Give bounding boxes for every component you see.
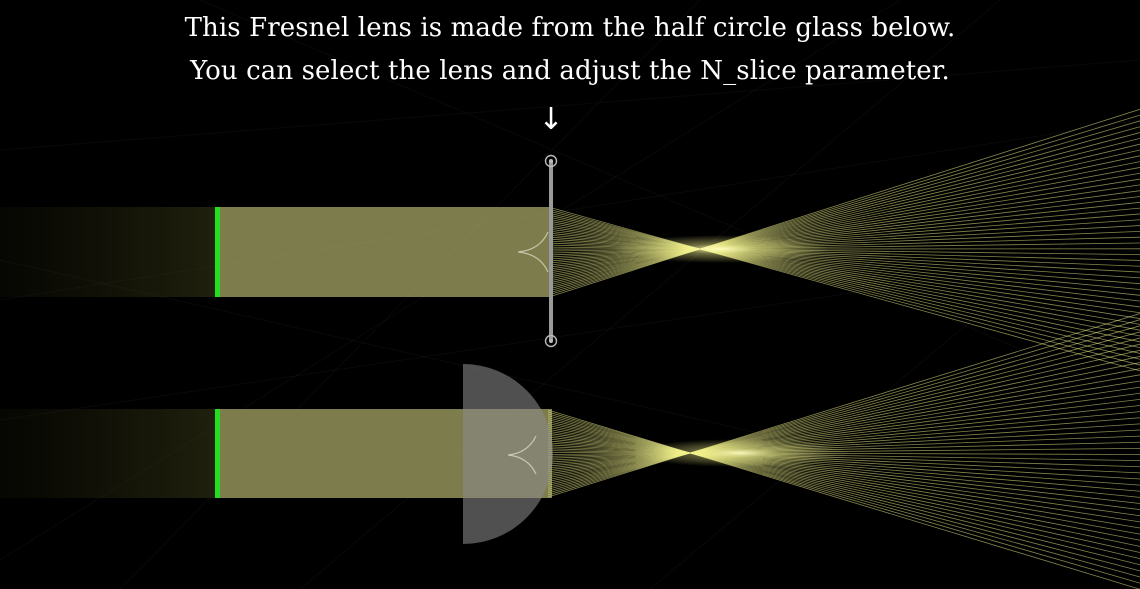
light-ray <box>551 114 1140 295</box>
light-ray <box>547 349 1140 486</box>
light-ray <box>547 415 1140 572</box>
half-circle-glass[interactable] <box>463 364 553 544</box>
light-ray <box>547 362 1140 482</box>
light-ray <box>547 427 1140 535</box>
light-ray <box>551 172 1140 275</box>
light-ray <box>551 215 1140 349</box>
caustic-top <box>517 231 549 273</box>
light-source-top <box>215 207 220 297</box>
light-ray <box>551 167 1140 277</box>
caption-line-1: This Fresnel lens is made from the half … <box>184 13 956 43</box>
light-ray <box>547 386 1140 475</box>
focus-glow-bottom <box>630 439 850 467</box>
light-ray <box>547 319 1140 496</box>
light-ray <box>547 409 1140 589</box>
light-ray <box>551 143 1140 285</box>
focus-glow-top <box>610 235 830 263</box>
concentric-circle-handle-icon[interactable] <box>544 154 558 168</box>
caption-line-2: You can select the lens and adjust the N… <box>190 56 950 86</box>
light-ray <box>551 149 1140 283</box>
light-ray <box>547 374 1140 479</box>
light-ray <box>547 425 1140 541</box>
light-ray <box>547 337 1140 490</box>
light-ray <box>551 223 1140 325</box>
light-ray <box>547 423 1140 547</box>
backward-beam-top <box>0 207 216 297</box>
half-circle-setup <box>0 313 1140 589</box>
light-ray <box>551 120 1140 293</box>
fresnel-setup <box>0 108 1140 372</box>
light-ray <box>547 411 1140 584</box>
backward-beam-bottom <box>0 409 216 498</box>
light-ray <box>547 413 1140 578</box>
light-ray <box>547 368 1140 480</box>
light-ray <box>547 434 1140 511</box>
light-ray <box>551 137 1140 287</box>
light-source-bottom <box>215 409 220 498</box>
light-ray <box>551 221 1140 331</box>
light-ray <box>551 213 1140 354</box>
light-ray <box>547 325 1140 494</box>
light-ray <box>547 421 1140 553</box>
light-ray <box>551 155 1140 281</box>
light-ray <box>551 209 1140 366</box>
light-ray <box>551 132 1140 289</box>
light-ray <box>551 217 1140 343</box>
down-arrow-icon: ↓ <box>538 102 564 137</box>
light-ray <box>551 108 1140 297</box>
light-ray <box>551 126 1140 291</box>
light-ray <box>547 356 1140 484</box>
light-ray <box>547 417 1140 566</box>
light-ray <box>547 313 1140 498</box>
light-ray <box>547 343 1140 488</box>
incident-beam-top <box>216 207 552 297</box>
light-ray <box>547 432 1140 517</box>
light-ray <box>551 207 1140 372</box>
light-ray <box>551 211 1140 360</box>
concentric-circle-handle-icon[interactable] <box>544 334 558 348</box>
light-ray <box>547 331 1140 492</box>
light-ray <box>547 419 1140 560</box>
caustic-bottom <box>507 435 537 475</box>
